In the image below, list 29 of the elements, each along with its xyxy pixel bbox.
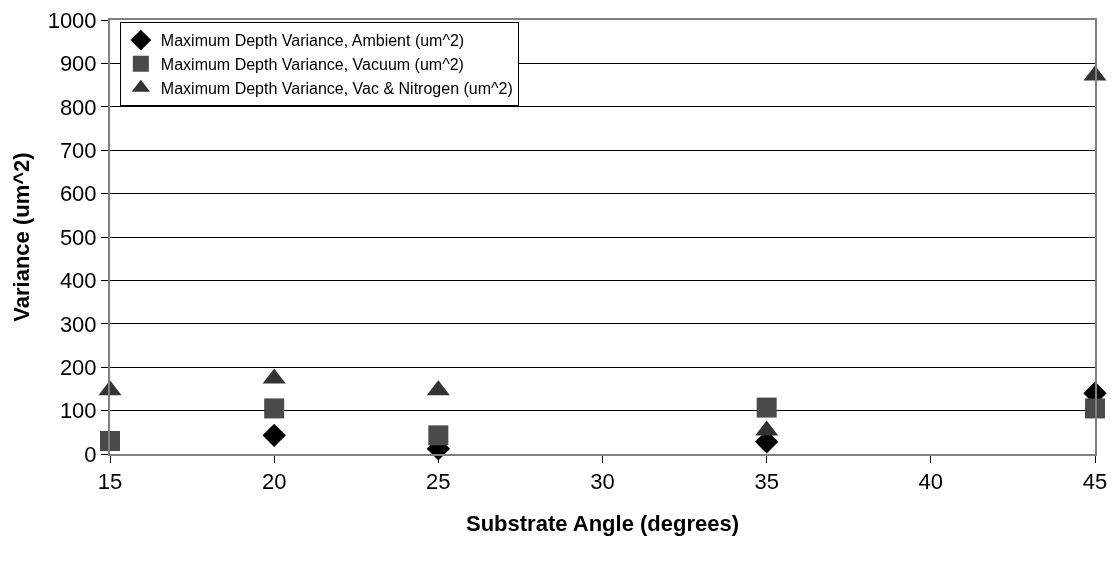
y-tick-label: 400: [59, 268, 97, 294]
y-tick-label: 900: [59, 51, 97, 77]
point: [1085, 398, 1105, 419]
y-tick-label: 200: [59, 354, 97, 380]
x-tick-label: 25: [426, 469, 451, 495]
y-tick-label: 300: [59, 311, 97, 337]
x-tick-label: 40: [918, 469, 944, 495]
point: [264, 398, 285, 419]
x-tick-label: 30: [590, 469, 615, 495]
point: [428, 425, 449, 446]
x-tick-label: 35: [754, 469, 779, 495]
y-tick-label: 500: [59, 224, 97, 250]
point: [756, 397, 777, 418]
y-tick-label: 100: [59, 398, 97, 424]
y-tick-label: 600: [59, 181, 97, 207]
legend-label: Maximum Depth Variance, Vac & Nitrogen (um^2): [160, 79, 513, 97]
y-axis-title: Variance (um^2): [8, 152, 34, 322]
y-tick-label: 1000: [47, 7, 97, 33]
x-tick-label: 45: [1082, 469, 1108, 495]
legend-label: Maximum Depth Variance, Ambient (um^2): [160, 32, 465, 50]
point: [100, 430, 120, 451]
x-axis-title: Substrate Angle (degrees): [465, 510, 740, 536]
y-tick-label: 0: [84, 441, 97, 467]
point: [262, 423, 286, 448]
y-tick-label: 700: [59, 137, 97, 163]
x-tick-label: 15: [97, 469, 123, 495]
x-tick-label: 20: [261, 469, 287, 495]
y-tick-label: 800: [59, 94, 97, 120]
legend-label: Maximum Depth Variance, Vacuum (um^2): [160, 56, 464, 74]
